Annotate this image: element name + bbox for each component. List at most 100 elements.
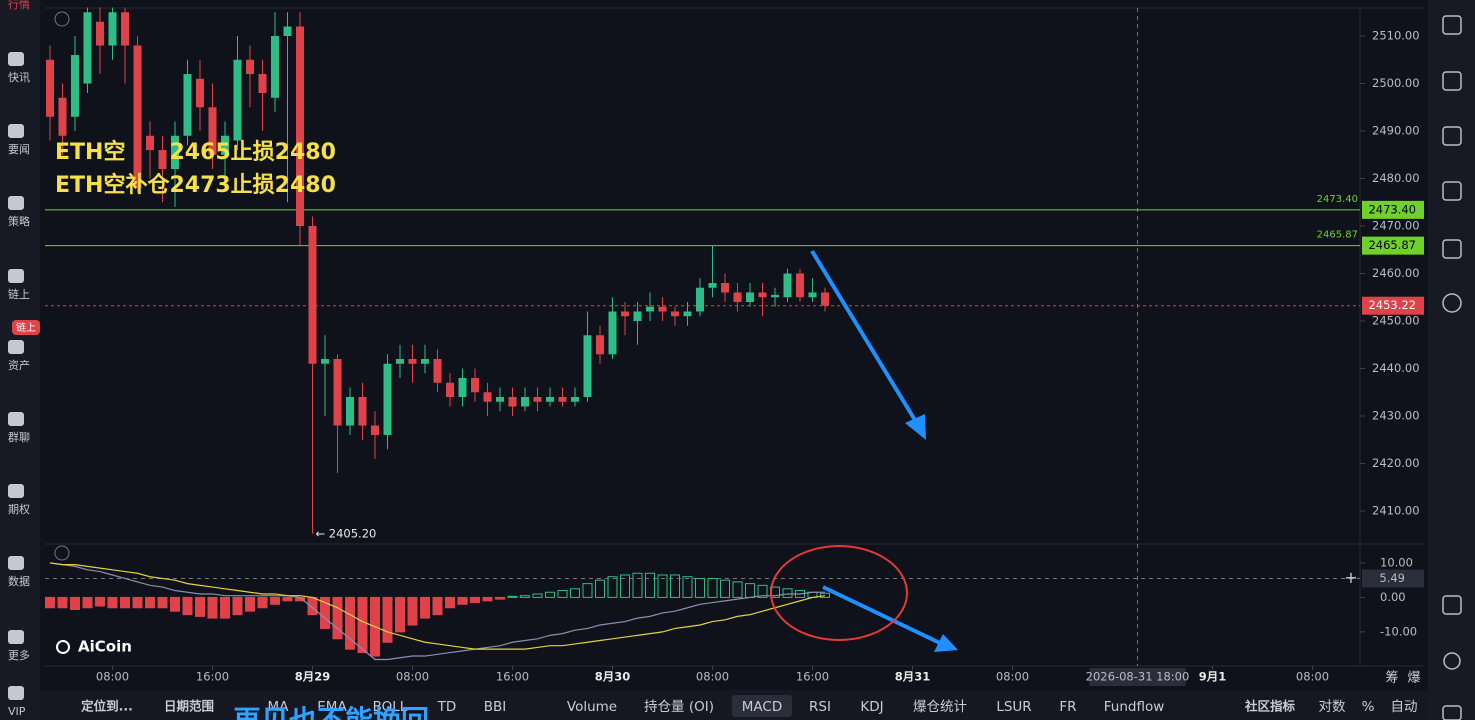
- toolbar-item[interactable]: Volume: [567, 699, 617, 715]
- candle-body: [358, 396, 367, 426]
- sidebar-icon[interactable]: [8, 484, 24, 498]
- macd-bar: [145, 596, 155, 609]
- x-tick-label: 8月29: [295, 670, 331, 684]
- macd-line: [49, 562, 825, 661]
- badge: 链上: [16, 321, 36, 334]
- macd-bar: [445, 596, 455, 609]
- y-tick-label: 0.00: [1380, 590, 1406, 604]
- icon[interactable]: [1442, 705, 1462, 720]
- macd-bar: [595, 579, 605, 598]
- sidebar-icon[interactable]: [8, 52, 24, 66]
- candle-body: [596, 335, 604, 355]
- price-tag: [1362, 236, 1424, 255]
- icon[interactable]: [1442, 293, 1462, 313]
- sidebar-icon[interactable]: [8, 269, 24, 283]
- candle-body: [558, 396, 567, 402]
- icon[interactable]: [1442, 181, 1462, 201]
- candle-body: [383, 363, 392, 435]
- y-tick-label: 2440.00: [1372, 361, 1420, 375]
- sidebar-label[interactable]: 要闻: [8, 142, 30, 156]
- toolbar-item[interactable]: MACD: [742, 699, 782, 715]
- toolbar-item[interactable]: 持仓量 (OI): [644, 699, 714, 715]
- x-tick-label: 9月1: [1199, 670, 1227, 684]
- sidebar-label[interactable]: 资产: [8, 358, 30, 372]
- candle-body: [608, 311, 617, 355]
- arrow-head: [934, 634, 958, 652]
- candle-body: [533, 396, 542, 402]
- sidebar-label[interactable]: 快讯: [8, 71, 30, 84]
- macd-bar: [182, 596, 193, 616]
- macd-bar: [670, 574, 680, 598]
- icon[interactable]: [1442, 239, 1462, 259]
- toolbar-item[interactable]: FR: [1059, 699, 1076, 715]
- toolbar-item[interactable]: 自动: [1391, 699, 1418, 715]
- icon[interactable]: [1442, 15, 1462, 35]
- collapse-icon[interactable]: [54, 11, 70, 27]
- toolbar-item[interactable]: MA: [268, 699, 290, 715]
- toolbar-item[interactable]: 爆仓统计: [913, 699, 967, 715]
- macd-bar: [382, 596, 393, 643]
- sidebar-icon[interactable]: [8, 686, 24, 700]
- sidebar-icon[interactable]: [8, 196, 24, 210]
- y-tick-label: 2420.00: [1372, 456, 1420, 470]
- sidebar-icon[interactable]: [8, 412, 24, 426]
- sidebar-label[interactable]: 期权: [8, 503, 30, 516]
- sidebar-icon[interactable]: [8, 340, 24, 354]
- candle-body: [133, 45, 142, 189]
- toolbar-item[interactable]: %: [1362, 699, 1375, 715]
- x-tick-label: 08:00: [96, 670, 129, 684]
- toolbar-item[interactable]: 定位到...: [80, 699, 133, 714]
- collapse-icon[interactable]: [54, 545, 70, 561]
- crosshair-label: 2026-08-31 18:00: [1086, 670, 1190, 684]
- sidebar-label[interactable]: 群聊: [8, 430, 30, 444]
- axis-extra[interactable]: 筹: [1385, 670, 1398, 686]
- sidebar-icon[interactable]: [8, 124, 24, 138]
- candle-body: [571, 396, 579, 402]
- arrow: [810, 249, 920, 427]
- toolbar-item[interactable]: LSUR: [996, 699, 1031, 715]
- sidebar-label[interactable]: 策略: [8, 214, 30, 228]
- sidebar-label[interactable]: 更多: [8, 648, 30, 662]
- candle-body: [296, 26, 304, 227]
- candle-body: [683, 311, 692, 317]
- sidebar-label[interactable]: 行情: [8, 0, 30, 11]
- sidebar-icon[interactable]: [8, 630, 24, 644]
- icon[interactable]: [1442, 126, 1462, 146]
- toolbar-item[interactable]: BOLL: [373, 699, 408, 715]
- macd-bar: [545, 591, 555, 598]
- candle-body: [333, 358, 342, 426]
- toolbar-item[interactable]: BBI: [484, 699, 507, 715]
- toolbar-item[interactable]: RSI: [809, 699, 831, 715]
- toolbar-item[interactable]: Fundflow: [1104, 699, 1165, 715]
- y-tick-label: 2450.00: [1372, 314, 1420, 328]
- toolbar-item[interactable]: 日期范围: [164, 699, 214, 714]
- x-tick-label: 16:00: [196, 670, 229, 684]
- macd-bar: [70, 596, 80, 610]
- toolbar-item[interactable]: EMA: [317, 699, 347, 715]
- candle-body: [271, 36, 279, 98]
- sidebar-label[interactable]: 链上: [8, 287, 30, 301]
- candle-body: [696, 287, 704, 312]
- macd-bar: [757, 584, 768, 598]
- macd-bar: [582, 583, 593, 598]
- icon[interactable]: [1443, 652, 1461, 670]
- sidebar-icon[interactable]: [8, 556, 24, 570]
- y-tick-label: 10.00: [1380, 555, 1413, 569]
- toolbar-item[interactable]: TD: [437, 699, 457, 715]
- candle-body: [121, 12, 129, 46]
- toolbar-item[interactable]: 社区指标: [1244, 699, 1296, 714]
- candle-body: [583, 335, 592, 397]
- macd-bar: [395, 596, 405, 633]
- sidebar-label[interactable]: VIP: [8, 705, 26, 718]
- macd-bar: [495, 596, 505, 600]
- macd-bar: [245, 596, 255, 612]
- axis-extra[interactable]: 爆: [1407, 671, 1420, 686]
- sidebar-label[interactable]: 数据: [8, 574, 30, 588]
- candle-body: [321, 358, 329, 364]
- icon[interactable]: [1442, 595, 1462, 615]
- toolbar-item[interactable]: KDJ: [860, 699, 883, 715]
- badge-bg: [12, 320, 40, 335]
- toolbar-item[interactable]: 对数: [1319, 699, 1347, 715]
- y-tick-label: 2430.00: [1372, 408, 1420, 422]
- icon[interactable]: [1442, 71, 1462, 91]
